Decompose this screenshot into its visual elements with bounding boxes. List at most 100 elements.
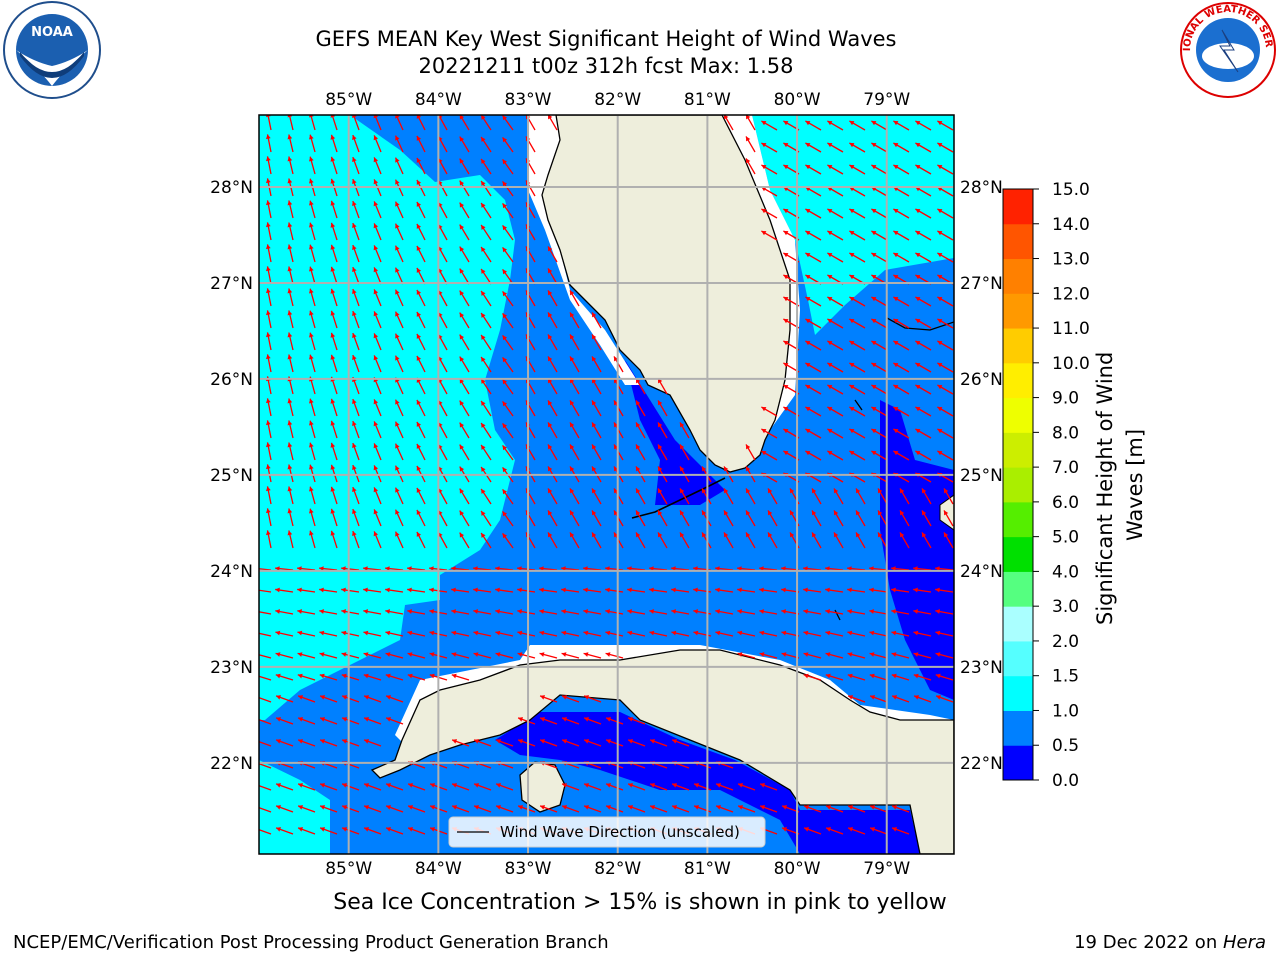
lon-tick-label-top: 85°W (325, 90, 372, 110)
colorbar-segment (1003, 675, 1033, 711)
wind-wave-arrowhead (724, 488, 729, 494)
wind-wave-arrowhead (584, 739, 590, 744)
wind-wave-arrowhead (363, 630, 369, 636)
wind-wave-arrowhead (584, 805, 590, 810)
wind-wave-arrowhead (395, 399, 400, 405)
wind-wave-arrowhead (915, 165, 921, 170)
wind-wave-arrowhead (849, 319, 855, 324)
wind-wave-arrowhead (724, 466, 729, 472)
wind-wave-arrowhead (451, 652, 457, 657)
wind-wave-arrowhead (812, 510, 817, 516)
wind-wave-arrowhead (363, 609, 369, 614)
wind-wave-arrowhead (309, 530, 314, 536)
wind-wave-arrowhead (562, 739, 568, 744)
wind-wave-arrowhead (570, 290, 575, 296)
wind-wave-arrowhead (297, 673, 303, 679)
wind-wave-arrowhead (913, 652, 919, 657)
wind-wave-arrowhead (783, 187, 789, 192)
wind-wave-arrowhead (935, 609, 941, 614)
wind-wave-arrowhead (592, 510, 597, 516)
wind-wave-arrowhead (650, 805, 656, 810)
colorbar-segment (1003, 745, 1033, 781)
wind-wave-arrowhead (276, 717, 282, 722)
wind-wave-arrowhead (592, 334, 597, 340)
wind-wave-arrowhead (373, 135, 379, 141)
wind-wave-arrowhead (746, 115, 751, 120)
wind-wave-arrowhead (385, 587, 390, 593)
wind-wave-arrowhead (373, 333, 379, 339)
wind-wave-arrowhead (570, 312, 575, 318)
wind-wave-arrowhead (561, 587, 566, 593)
wind-wave-arrowhead (650, 783, 656, 788)
wind-wave-arrowhead (459, 115, 465, 120)
wind-wave-arrowhead (636, 510, 641, 516)
wind-wave-arrowhead (438, 246, 443, 252)
lat-tick-label-right: 23°N (960, 658, 1003, 678)
wind-wave-arrowhead (320, 695, 326, 700)
wind-wave-arrowhead (385, 652, 391, 657)
wind-wave-arrowhead (937, 187, 943, 192)
wind-wave-arrowhead (253, 588, 258, 593)
wind-wave-arrowhead (451, 609, 457, 614)
wind-wave-arrowhead (459, 510, 465, 516)
wind-wave-arrowhead (915, 275, 921, 280)
wind-wave-arrowhead (276, 695, 282, 700)
wind-wave-arrowhead (869, 630, 875, 636)
wind-wave-arrowhead (297, 609, 303, 614)
wind-wave-arrowhead (438, 158, 443, 164)
wind-wave-arrowhead (827, 187, 833, 192)
wind-wave-arrowhead (561, 566, 566, 571)
lon-tick-label-bottom: 79°W (863, 859, 910, 879)
wind-wave-arrowhead (540, 695, 546, 700)
wind-wave-arrowhead (871, 363, 877, 368)
wind-wave-arrowhead (849, 363, 855, 368)
wind-wave-arrowhead (518, 805, 524, 810)
wind-wave-arrowhead (825, 566, 830, 571)
colorbar-segment (1003, 189, 1033, 225)
wind-wave-arrowhead (849, 297, 855, 302)
wind-wave-arrowhead (473, 630, 479, 636)
wind-wave-arrowhead (649, 609, 655, 614)
wind-wave-arrowhead (287, 332, 293, 338)
map-legend: Wind Wave Direction (unscaled) (448, 816, 766, 848)
wind-wave-arrowhead (481, 422, 486, 428)
wind-wave-arrowhead (562, 695, 568, 700)
wind-wave-arrowhead (385, 630, 391, 636)
wind-wave-arrow (259, 762, 272, 769)
wind-wave-arrowhead (319, 566, 324, 571)
wind-wave-arrowhead (341, 630, 347, 636)
wind-wave-arrowhead (614, 444, 619, 450)
wind-wave-arrowhead (825, 587, 830, 593)
wind-wave-arrowhead (900, 488, 905, 494)
wind-wave-arrowhead (935, 652, 941, 657)
wind-wave-arrowhead (562, 805, 568, 810)
wind-wave-arrowhead (309, 244, 314, 250)
wind-wave-arrowhead (583, 587, 588, 593)
wind-wave-arrowhead (606, 783, 612, 788)
wind-wave-arrowhead (849, 429, 855, 434)
wind-wave-arrowhead (459, 290, 465, 296)
wind-wave-arrowhead (715, 609, 721, 614)
wind-wave-arrowhead (636, 466, 641, 472)
wind-wave-arrowhead (276, 783, 282, 788)
wind-wave-arrowhead (592, 356, 597, 362)
colorbar-tick-label: 3.0 (1052, 597, 1079, 617)
wind-wave-arrowhead (805, 275, 811, 280)
axis-tick-labels: 85°W 85°W 84°W 84°W 83°W 83°W 82°W 82°W 81°W 81°W… (210, 90, 1003, 879)
wind-wave-arrowhead (614, 400, 619, 406)
wind-wave-arrowhead (438, 268, 443, 274)
wind-wave-arrowhead (803, 673, 809, 679)
wind-wave-arrowhead (320, 805, 326, 810)
wind-wave-arrowhead (342, 827, 348, 832)
wind-wave-arrowhead (937, 231, 943, 236)
wind-wave-arrowhead (702, 466, 707, 472)
wind-wave-arrowhead (761, 165, 767, 170)
wind-wave-arrowhead (320, 827, 326, 832)
wind-wave-arrowhead (395, 421, 400, 427)
wind-wave-arrowhead (915, 143, 921, 148)
lat-tick-label-right: 26°N (960, 370, 1003, 390)
wind-wave-arrowhead (937, 165, 943, 170)
wind-wave-arrowhead (825, 609, 831, 614)
wind-wave-arrowhead (592, 400, 597, 406)
wind-wave-arrowhead (827, 319, 833, 324)
